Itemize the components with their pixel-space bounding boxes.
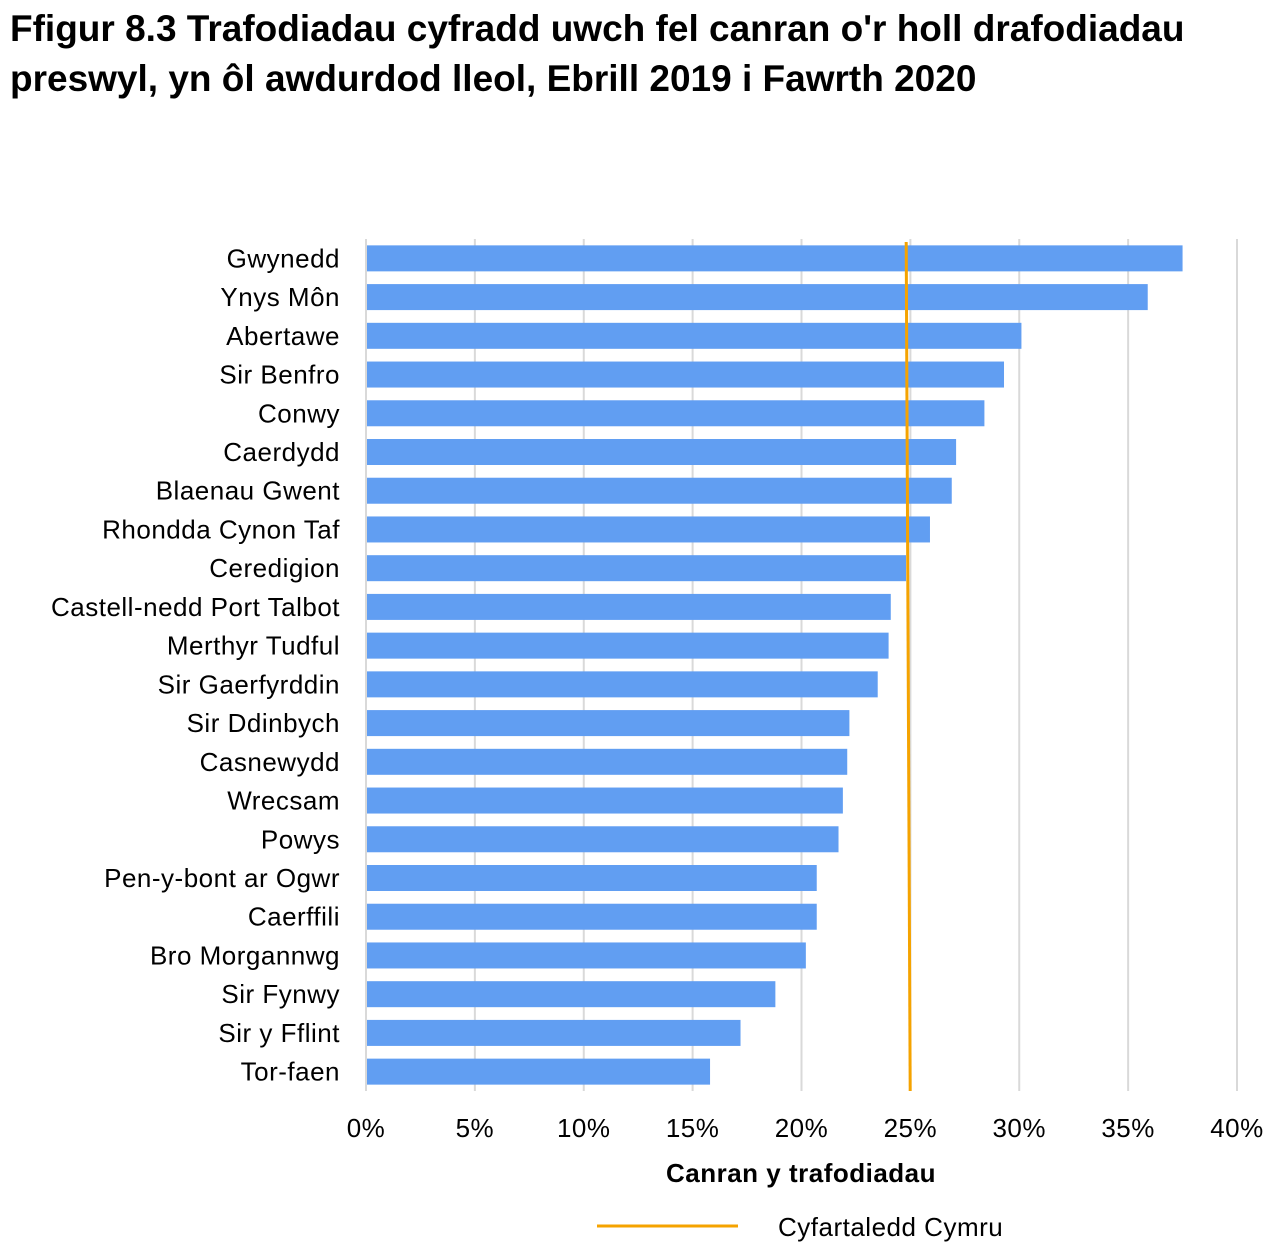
bar — [366, 1019, 741, 1046]
bar — [366, 671, 878, 698]
category-label: Caerdydd — [223, 437, 340, 467]
x-tick-label: 0% — [347, 1113, 386, 1143]
bar — [366, 632, 889, 659]
category-label: Powys — [261, 824, 340, 854]
bar — [366, 284, 1148, 311]
category-label: Gwynedd — [227, 243, 340, 273]
bar — [366, 748, 848, 775]
x-tick-label: 35% — [1101, 1113, 1155, 1143]
category-label: Merthyr Tudful — [167, 631, 340, 661]
category-label: Abertawe — [226, 321, 340, 351]
category-label: Conwy — [258, 398, 340, 428]
bar — [366, 710, 850, 737]
x-tick-label: 20% — [775, 1113, 829, 1143]
category-label: Sir Fynwy — [221, 979, 340, 1009]
bar — [366, 942, 806, 969]
category-label: Blaenau Gwent — [156, 476, 341, 506]
bar — [366, 593, 891, 620]
chart-title: Ffigur 8.3 Trafodiadau cyfradd uwch fel … — [10, 8, 1185, 99]
category-label: Sir Ddinbych — [187, 708, 340, 738]
x-tick-label: 40% — [1210, 1113, 1264, 1143]
category-label: Tor-faen — [241, 1057, 340, 1087]
bar — [366, 1058, 711, 1085]
bar — [366, 400, 985, 427]
x-tick-label: 30% — [992, 1113, 1046, 1143]
category-label: Castell-nedd Port Talbot — [51, 592, 340, 622]
category-label: Pen-y-bont ar Ogwr — [104, 863, 340, 893]
bar — [366, 361, 1005, 388]
category-label: Sir Gaerfyrddin — [158, 669, 340, 699]
x-tick-label: 15% — [666, 1113, 720, 1143]
x-tick-label: 5% — [456, 1113, 495, 1143]
category-label: Ceredigion — [209, 553, 340, 583]
category-label: Wrecsam — [227, 786, 340, 816]
x-tick-label: 25% — [884, 1113, 938, 1143]
category-label: Caerffili — [248, 902, 340, 932]
category-label: Ynys Môn — [220, 282, 340, 312]
bar — [366, 787, 843, 814]
bar — [366, 826, 839, 853]
average-line — [904, 241, 912, 1092]
x-axis-title: Canran y trafodiadau — [666, 1158, 936, 1188]
x-tick-label: 10% — [557, 1113, 611, 1143]
bar — [366, 903, 817, 930]
bar — [366, 865, 817, 891]
bar — [366, 245, 1183, 272]
bar — [366, 322, 1022, 349]
category-label: Sir Benfro — [219, 360, 340, 390]
bar — [366, 555, 907, 582]
category-label: Sir y Fflint — [218, 1018, 340, 1048]
category-label: Casnewydd — [200, 747, 340, 777]
category-label: Rhondda Cynon Taf — [102, 514, 340, 544]
legend-label: Cyfartaledd Cymru — [778, 1212, 1003, 1242]
bar — [366, 477, 952, 504]
bar — [366, 981, 776, 1008]
category-label: Bro Morgannwg — [150, 940, 340, 970]
bar — [366, 439, 957, 465]
bar — [366, 516, 930, 543]
